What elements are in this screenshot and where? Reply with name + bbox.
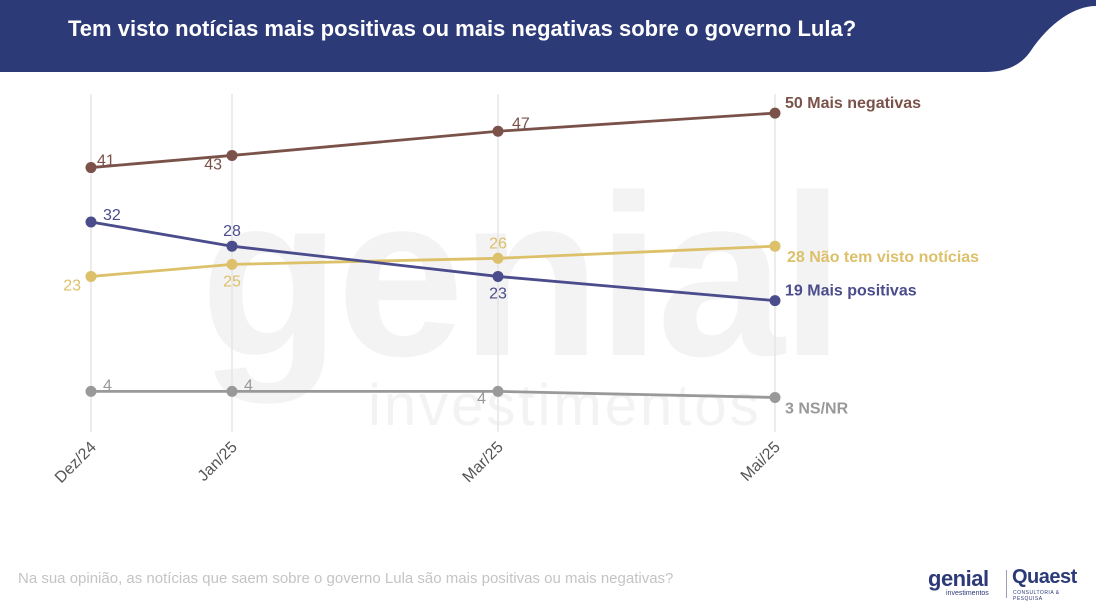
data-point bbox=[85, 162, 97, 174]
quaest-logo-sub: CONSULTORIA & PESQUISA bbox=[1013, 590, 1060, 602]
data-label: 4 bbox=[477, 390, 486, 407]
series-line bbox=[90, 244, 776, 278]
series-end-label: 19 Mais positivas bbox=[785, 283, 917, 300]
data-point bbox=[769, 107, 781, 119]
data-point bbox=[492, 385, 504, 397]
data-label: 43 bbox=[204, 156, 222, 173]
data-point bbox=[85, 385, 97, 397]
survey-question: Na sua opinião, as notícias que saem sob… bbox=[18, 570, 674, 587]
header-band: Tem visto notícias mais positivas ou mai… bbox=[0, 0, 1096, 72]
data-points bbox=[85, 107, 781, 403]
x-tick-label: Jan/25 bbox=[195, 439, 241, 485]
series-lines bbox=[90, 111, 776, 399]
data-label: 25 bbox=[223, 273, 241, 290]
data-labels: 41 43 47 50 Mais negativas 23 25 26 28 Não tem … bbox=[63, 95, 979, 417]
data-point bbox=[492, 270, 504, 282]
data-label: 4 bbox=[103, 377, 112, 394]
x-axis: Dez/24 Jan/25 Mar/25 Mai/25 bbox=[52, 439, 784, 487]
series-line bbox=[90, 220, 776, 303]
logo-divider bbox=[1006, 570, 1007, 598]
data-point bbox=[85, 270, 97, 282]
data-point bbox=[226, 258, 238, 270]
data-label: 26 bbox=[489, 235, 507, 252]
data-point bbox=[492, 252, 504, 264]
data-point bbox=[226, 385, 238, 397]
data-point bbox=[226, 240, 238, 252]
data-label: 47 bbox=[512, 115, 530, 132]
x-tick-label: Mar/25 bbox=[460, 439, 507, 486]
genial-logo: genial bbox=[928, 566, 989, 591]
series-line bbox=[90, 111, 776, 169]
chart-title: Tem visto notícias mais positivas ou mai… bbox=[68, 16, 857, 41]
data-label: 23 bbox=[489, 285, 507, 302]
series-end-label: 50 Mais negativas bbox=[785, 95, 921, 112]
series-end-label: 3 NS/NR bbox=[785, 400, 849, 417]
logos: genial investimentos Quaest CONSULTORIA … bbox=[926, 566, 1086, 606]
quaest-logo: Quaest bbox=[1012, 566, 1077, 588]
x-tick-label: Dez/24 bbox=[52, 439, 100, 487]
data-label: 41 bbox=[97, 153, 115, 170]
x-tick-label: Mai/25 bbox=[738, 439, 784, 485]
series-line bbox=[91, 389, 776, 399]
data-label: 23 bbox=[63, 277, 81, 294]
data-point bbox=[492, 125, 504, 137]
genial-logo-sub: investimentos bbox=[946, 590, 989, 597]
data-label: 28 bbox=[223, 223, 241, 240]
data-label: 32 bbox=[103, 207, 121, 224]
data-point bbox=[769, 240, 781, 252]
header-shape bbox=[0, 0, 1096, 72]
data-point bbox=[769, 295, 781, 307]
data-point bbox=[769, 391, 781, 403]
data-point bbox=[85, 216, 97, 228]
series-end-label: 28 Não tem visto notícias bbox=[787, 249, 979, 266]
data-label: 4 bbox=[244, 377, 253, 394]
line-chart: 41 43 47 50 Mais negativas 23 25 26 28 Não tem … bbox=[52, 94, 979, 487]
data-point bbox=[226, 149, 238, 161]
grid-lines bbox=[90, 94, 776, 432]
